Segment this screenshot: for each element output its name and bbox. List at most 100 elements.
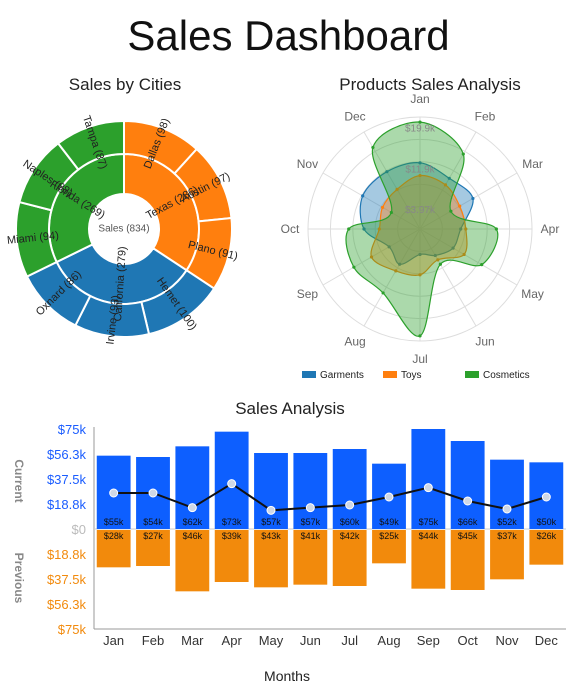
radar-point[interactable] [418,173,422,178]
radar-point[interactable] [380,205,385,209]
radar-title: Products Sales Analysis [339,75,521,94]
legend-swatch [465,371,479,378]
radar-point[interactable] [458,204,462,208]
radar-point[interactable] [459,227,463,231]
bar-previous-value-label: $41k [301,531,321,541]
sunburst-title: Sales by Cities [68,75,182,94]
radar-point[interactable] [352,265,356,269]
radar-point[interactable] [461,152,465,156]
radar-ring-label: $3.97k [405,205,436,216]
radar-point[interactable] [418,252,422,257]
radar-ring-label: $11.9k [405,164,435,175]
difference-point[interactable] [266,505,276,515]
radar-point[interactable] [361,194,365,198]
bar-previous[interactable] [372,530,406,564]
radar-point[interactable] [369,255,374,259]
bar-previous[interactable] [254,530,288,588]
radar-point[interactable] [418,334,422,338]
radar-point[interactable] [418,273,422,277]
radar-point[interactable] [436,258,440,262]
radar-point[interactable] [347,227,351,231]
bar-previous-value-label: $28k [104,531,124,541]
radar-point[interactable] [480,263,484,267]
sunburst-city-label: Irvine (93) [104,295,122,346]
difference-point[interactable] [227,479,237,489]
bar-previous[interactable] [529,530,564,565]
difference-line [113,482,547,512]
radar-point[interactable] [471,196,475,201]
sunburst-city-segment[interactable] [56,119,125,171]
bar-previous[interactable] [332,530,367,586]
radar-point[interactable] [438,262,442,266]
radar-point[interactable] [362,227,366,231]
difference-point[interactable] [148,488,158,498]
bar-current-value-label: $75k [419,517,439,527]
bar-current[interactable] [293,453,328,529]
radar-point[interactable] [449,209,453,213]
bar-previous[interactable] [214,530,249,582]
radar-point[interactable] [433,253,437,258]
y-tick-label: $75k [58,622,87,637]
bar-current[interactable] [332,449,367,529]
radar-point[interactable] [377,227,381,231]
difference-point[interactable] [541,492,551,502]
difference-point[interactable] [502,504,512,514]
difference-point[interactable] [109,488,119,498]
x-tick-label: May [259,633,284,648]
y-axis-title-current: Current [12,459,26,502]
y-tick-label: $56.3k [47,597,87,612]
bar-previous[interactable] [450,530,485,590]
bar-previous[interactable] [293,530,328,585]
radar-point[interactable] [418,120,422,124]
radar-axis-label: Jan [410,92,429,106]
radar-point[interactable] [395,187,399,191]
difference-point[interactable] [463,496,473,506]
x-tick-label: Mar [181,633,204,648]
radar-axis-label: Jul [412,352,427,366]
radar-point[interactable] [443,183,448,187]
difference-point[interactable] [305,503,315,513]
bar-previous[interactable] [136,530,170,566]
legend-label[interactable]: Cosmetics [483,370,530,381]
radar-point[interactable] [462,252,466,257]
bar-previous[interactable] [96,530,131,568]
bar-current-value-label: $62k [183,517,203,527]
radar-point[interactable] [464,227,468,231]
bar-current[interactable] [411,429,446,529]
radar-point[interactable] [389,210,393,215]
y-axis-title-previous: Previous [12,553,26,604]
difference-point[interactable] [345,500,355,510]
legend-label[interactable]: Toys [401,370,422,381]
radar-point[interactable] [447,176,451,180]
bar-current[interactable] [254,453,288,529]
radar-axis-label: Oct [281,222,300,236]
bar-previous[interactable] [490,530,524,580]
bar-current[interactable] [175,446,210,529]
y-tick-label: $56.3k [47,447,87,462]
sunburst-center-label: Sales (834) [98,224,149,235]
radar-point[interactable] [451,246,455,250]
sunburst-state-label: California (279) [112,246,129,322]
radar-point[interactable] [381,291,385,295]
radar-point[interactable] [387,245,391,249]
difference-point[interactable] [187,503,197,513]
radar-point[interactable] [371,145,375,150]
bar-previous[interactable] [175,530,210,592]
radar-point[interactable] [398,262,402,266]
x-tick-label: Nov [495,633,519,648]
difference-point[interactable] [423,483,433,493]
bar-current-value-label: $49k [379,517,399,527]
bar-current[interactable] [490,459,524,529]
radar-point[interactable] [385,170,389,174]
radar-spoke [419,172,518,230]
x-tick-label: Sep [417,633,440,648]
bar-previous[interactable] [411,530,446,589]
radar-point[interactable] [418,161,422,165]
bar-previous-value-label: $37k [497,531,517,541]
radar-point[interactable] [394,269,398,273]
bar-current[interactable] [450,441,485,529]
bar-current-value-label: $52k [497,517,517,527]
difference-point[interactable] [384,492,394,502]
radar-point[interactable] [494,227,498,231]
legend-label[interactable]: Garments [320,370,364,381]
